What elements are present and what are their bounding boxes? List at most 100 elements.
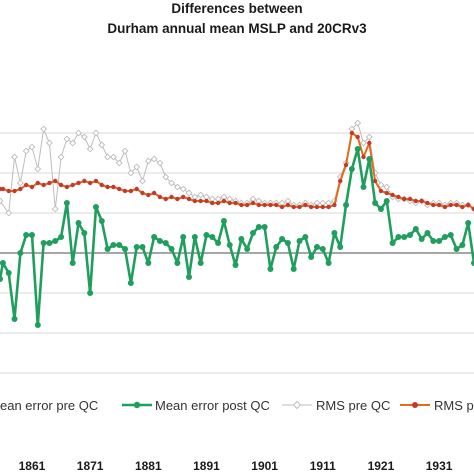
data-point — [436, 202, 442, 208]
plot-area — [0, 119, 474, 328]
data-point — [407, 196, 413, 202]
data-point — [291, 204, 296, 210]
data-point — [168, 246, 175, 252]
data-point — [179, 185, 187, 193]
data-point — [52, 238, 59, 244]
data-point — [186, 196, 192, 202]
data-point — [5, 270, 12, 276]
data-point — [5, 209, 13, 217]
data-point — [431, 202, 436, 208]
data-point — [203, 232, 210, 238]
data-point — [198, 198, 203, 204]
series-line-rms-pre-qc — [0, 122, 474, 214]
data-point — [221, 198, 227, 204]
data-point — [320, 204, 325, 210]
data-point — [69, 139, 77, 147]
data-point — [63, 200, 70, 206]
data-point — [343, 202, 350, 208]
data-point — [23, 182, 29, 188]
data-point — [162, 240, 169, 246]
data-point — [105, 184, 110, 190]
data-point — [279, 204, 285, 210]
data-point — [378, 188, 384, 194]
data-point — [308, 204, 314, 210]
data-point — [46, 240, 53, 246]
data-point — [140, 190, 145, 196]
data-point — [471, 260, 474, 266]
data-point — [133, 244, 140, 250]
data-point — [6, 188, 11, 194]
data-point — [186, 274, 193, 280]
data-point — [53, 178, 58, 184]
data-point — [22, 147, 30, 155]
data-point — [372, 178, 378, 184]
legend-marker-mean-error-post-qc — [133, 401, 141, 409]
data-point — [115, 159, 123, 167]
x-tick-label: 1861 — [19, 459, 46, 473]
data-point — [197, 191, 205, 199]
data-point — [93, 178, 99, 184]
data-point — [109, 153, 117, 161]
data-point — [365, 133, 373, 141]
data-point — [425, 200, 430, 206]
data-point — [57, 153, 65, 161]
data-point — [383, 183, 391, 191]
data-point — [273, 244, 280, 250]
data-point — [122, 188, 128, 194]
data-point — [58, 234, 65, 240]
data-point — [395, 234, 402, 240]
data-point — [28, 232, 35, 238]
data-point — [285, 202, 291, 208]
data-point — [297, 204, 302, 210]
data-point — [163, 196, 168, 202]
data-point — [337, 244, 344, 250]
data-point — [16, 179, 24, 187]
data-point — [145, 260, 152, 266]
data-point — [367, 140, 372, 146]
data-point — [168, 179, 176, 187]
data-point — [45, 139, 53, 147]
data-point — [465, 220, 472, 226]
data-point — [144, 157, 152, 165]
data-point — [383, 198, 390, 204]
data-point — [98, 141, 106, 149]
data-point — [34, 165, 42, 173]
data-point — [0, 276, 3, 282]
data-point — [192, 198, 198, 204]
data-point — [75, 129, 82, 137]
data-point — [233, 200, 238, 206]
data-point — [40, 240, 47, 246]
data-point — [191, 234, 198, 240]
data-point — [284, 240, 291, 246]
data-point — [355, 134, 360, 140]
data-point — [87, 180, 93, 186]
data-point — [11, 153, 18, 161]
data-point — [215, 200, 221, 206]
legend-label-mean-error-post-qc: Mean error post QC — [155, 398, 270, 413]
legend-label-mean-error-pre-qc: ean error pre QC — [0, 398, 98, 413]
data-point — [319, 246, 326, 252]
data-point — [262, 202, 267, 208]
data-point — [185, 189, 193, 197]
data-point — [249, 230, 256, 236]
data-point — [162, 173, 170, 181]
data-point — [453, 246, 460, 252]
data-point — [290, 266, 297, 272]
data-point — [372, 200, 379, 206]
x-tick-label: 1881 — [135, 459, 162, 473]
data-point — [75, 220, 82, 226]
data-point — [402, 196, 407, 202]
data-point — [326, 204, 331, 210]
data-point — [58, 182, 64, 188]
data-point — [86, 145, 94, 153]
data-point — [303, 202, 308, 208]
data-point — [471, 206, 474, 212]
data-point — [447, 232, 454, 238]
data-point — [430, 238, 437, 244]
data-point — [384, 190, 389, 196]
data-point — [274, 202, 279, 208]
data-point — [18, 186, 23, 192]
data-point — [232, 262, 239, 268]
data-point — [41, 182, 46, 188]
